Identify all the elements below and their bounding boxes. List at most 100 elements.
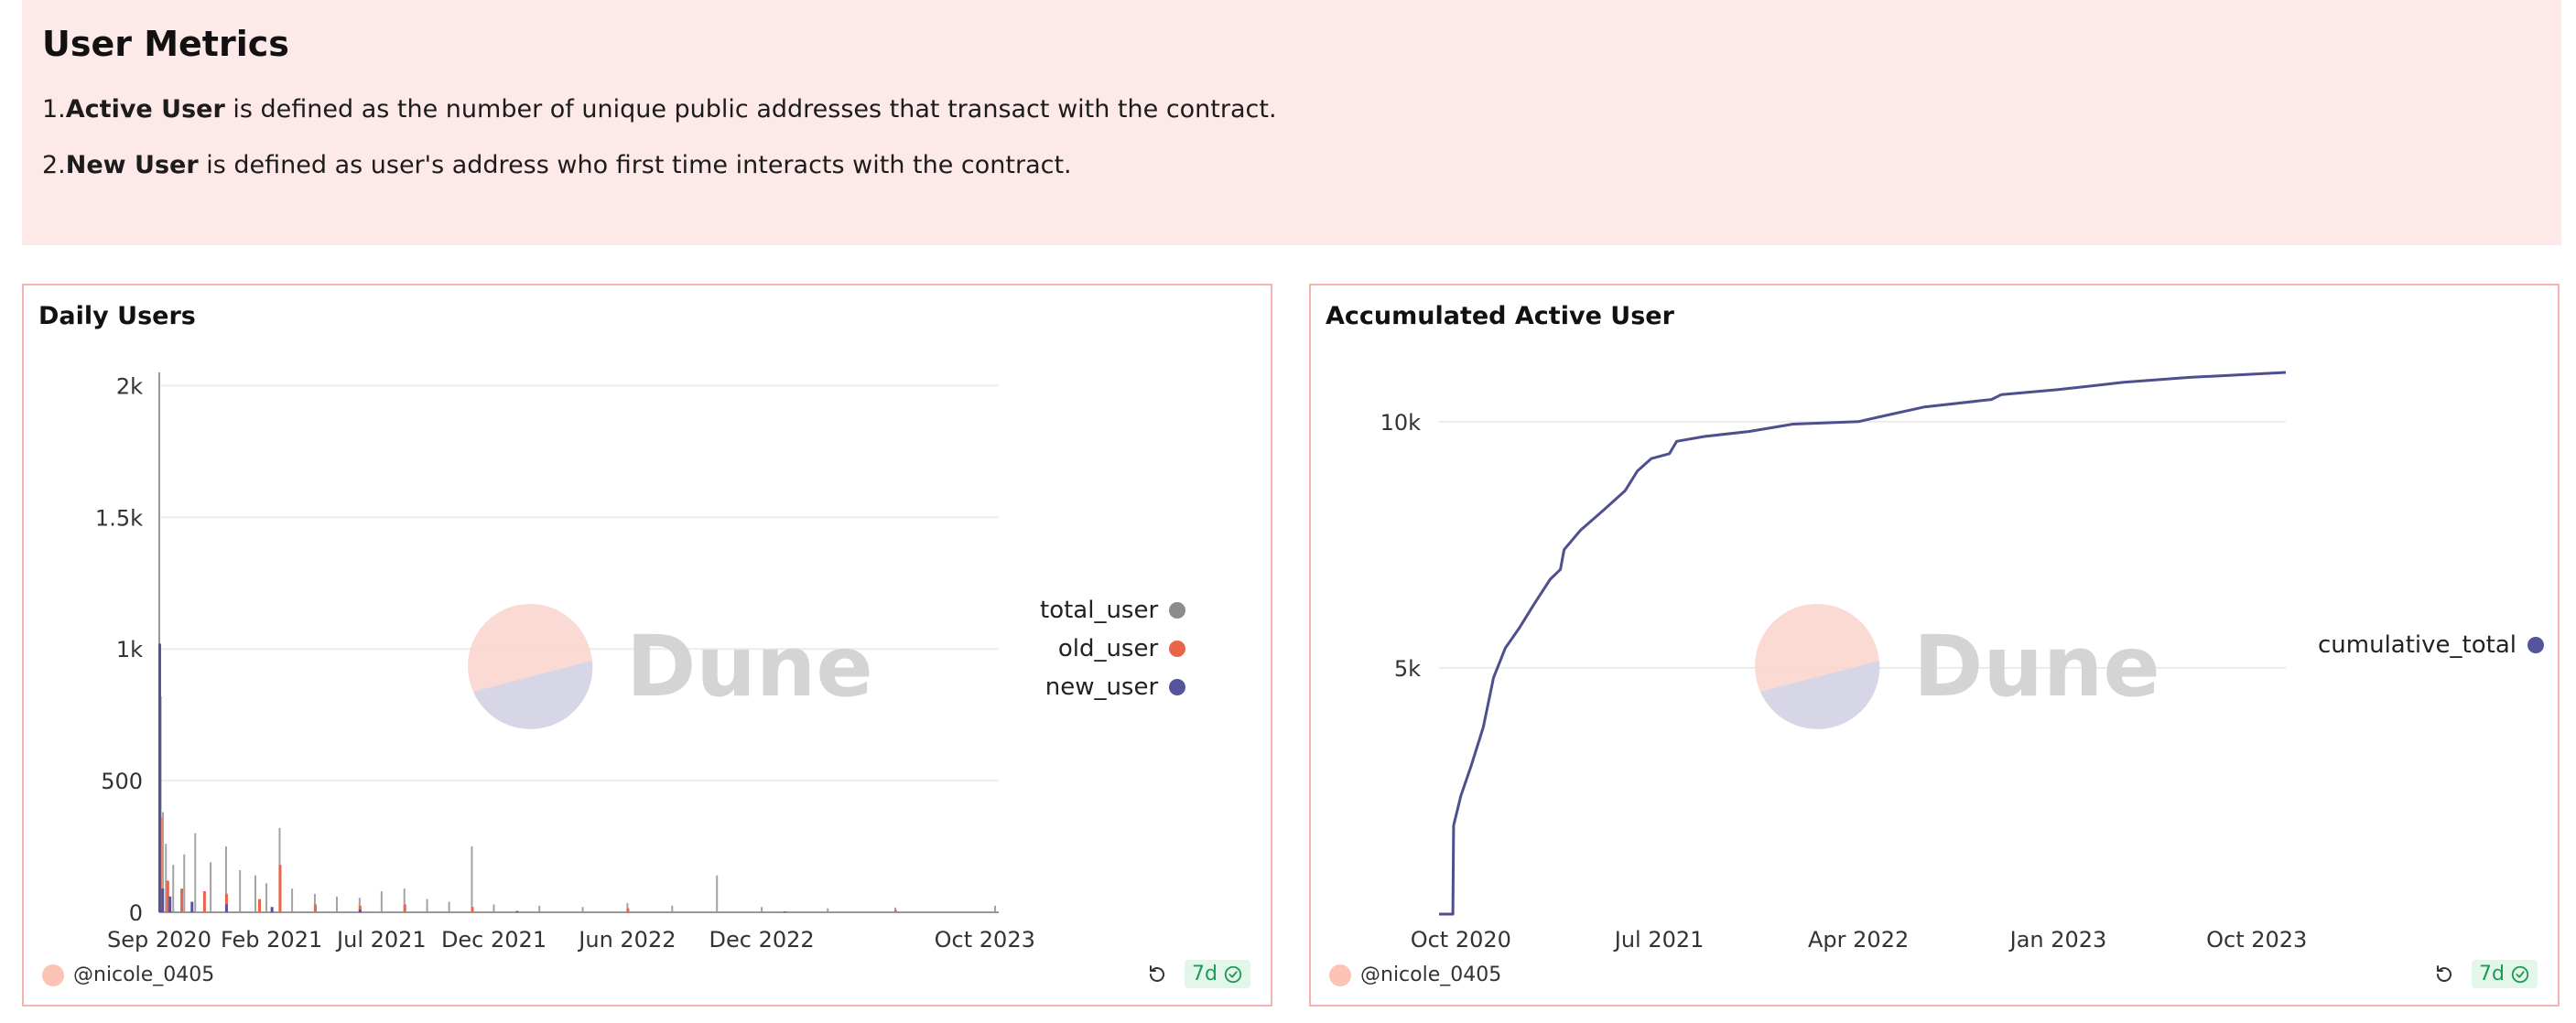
watermark-logo-bottom <box>1760 661 1880 729</box>
x-tick-label: Apr 2022 <box>1808 927 1909 953</box>
bar-total_user <box>224 846 227 912</box>
bar-total_user <box>239 869 242 912</box>
legend-item-new-user[interactable]: new_user <box>1045 673 1186 701</box>
bar-total_user <box>492 904 495 912</box>
bar-new_user <box>270 907 274 912</box>
bar-total_user <box>194 833 197 912</box>
watermark-text: Dune <box>1913 618 2160 716</box>
bar-total_user <box>380 890 383 912</box>
bar-total_user <box>291 888 294 912</box>
refresh-schedule-badge[interactable]: 7d <box>2472 960 2538 988</box>
y-tick-label: 5k <box>1394 656 1421 682</box>
x-tick-label: Jul 2021 <box>335 927 427 953</box>
daily-users-chart: 0 500 1k 1.5k 2k Dune Sep 2020 Feb 2021 Jul 2021… <box>95 372 1035 953</box>
dune-watermark: Dune <box>1755 604 2160 729</box>
card-footer-controls: 7d <box>2433 960 2538 988</box>
bar-old_user <box>278 865 282 912</box>
watermark-text: Dune <box>626 618 873 716</box>
bar-total_user <box>581 907 584 912</box>
author-link[interactable]: @nicole_0405 <box>1329 964 1501 986</box>
bar-new_user <box>783 911 786 913</box>
bar-new_user <box>515 910 519 912</box>
bar-total_user <box>471 846 473 912</box>
refresh-schedule-badge[interactable]: 7d <box>1185 960 1250 988</box>
bar-new_user <box>158 643 161 912</box>
bar-total_user <box>183 854 186 912</box>
y-tick-label: 1k <box>116 637 143 662</box>
x-tick-label: Dec 2021 <box>441 927 547 953</box>
bar-old_user <box>202 890 206 912</box>
series-old_user <box>158 817 897 912</box>
bar-new_user <box>161 888 165 912</box>
bar-total_user <box>993 905 996 912</box>
card-title[interactable]: Daily Users <box>38 302 196 330</box>
definition-new-user: 2.New User is defined as user's address … <box>42 151 1072 179</box>
legend: cumulative_total <box>2318 631 2544 659</box>
bar-total_user <box>448 901 450 912</box>
bar-total_user <box>426 899 428 912</box>
watermark-logo-bottom <box>473 661 593 729</box>
dune-watermark: Dune <box>468 604 873 729</box>
legend: total_user old_user new_user <box>1040 597 1186 701</box>
author-name[interactable]: @nicole_0405 <box>1360 964 1502 986</box>
bar-total_user <box>671 905 674 912</box>
x-tick-label: Feb 2021 <box>221 927 322 953</box>
x-tick-label: Jan 2023 <box>2008 927 2107 953</box>
bar-new_user <box>224 904 228 912</box>
page-title: User Metrics <box>42 24 289 64</box>
legend-dot <box>1169 679 1186 695</box>
bar-old_user <box>626 908 630 912</box>
card-footer-controls: 7d <box>1146 960 1250 988</box>
bar-total_user <box>358 898 361 912</box>
legend-item-old-user[interactable]: old_user <box>1058 635 1186 662</box>
x-tick-label: Sep 2020 <box>107 927 211 953</box>
daily-users-card[interactable]: Daily Users 0 500 1k 1.5k 2k Dune Sep 2020 Feb … <box>22 284 1272 1007</box>
author-name[interactable]: @nicole_0405 <box>73 964 215 986</box>
x-tick-label: Jun 2022 <box>577 927 676 953</box>
bar-total_user <box>403 888 406 912</box>
x-tick-label: Oct 2020 <box>1411 927 1511 953</box>
x-tick-label: Oct 2023 <box>935 927 1035 953</box>
bar-total_user <box>210 862 212 912</box>
bar-total_user <box>165 844 168 912</box>
x-tick-label: Dec 2022 <box>709 927 815 953</box>
bar-old_user <box>180 888 184 912</box>
legend-dot <box>1169 641 1186 657</box>
refresh-icon[interactable] <box>1146 964 1168 985</box>
bar-new_user <box>358 910 362 912</box>
check-circle-icon <box>2511 965 2529 983</box>
y-tick-label: 10k <box>1380 410 1422 436</box>
series-cumulative_total <box>1439 371 2287 916</box>
bar-total_user <box>538 905 541 912</box>
bar-old_user <box>224 893 228 912</box>
legend-item-total-user[interactable]: total_user <box>1040 597 1186 624</box>
bar-total_user <box>716 875 719 912</box>
x-tick-label: Oct 2023 <box>2206 927 2307 953</box>
author-link[interactable]: @nicole_0405 <box>42 964 214 986</box>
y-tick-label: 0 <box>129 900 143 926</box>
check-circle-icon <box>1224 965 1242 983</box>
refresh-icon[interactable] <box>2433 964 2455 985</box>
bar-total_user <box>313 893 316 912</box>
bar-old_user <box>166 880 169 912</box>
bar-new_user <box>190 901 194 912</box>
bar-old_user <box>258 899 262 912</box>
bar-total_user <box>827 908 829 912</box>
card-title[interactable]: Accumulated Active User <box>1326 302 1674 330</box>
bar-old_user <box>313 904 317 912</box>
bar-total_user <box>761 907 763 912</box>
legend-dot <box>1169 602 1186 619</box>
bar-total_user <box>626 902 629 912</box>
y-tick-label: 1.5k <box>95 505 143 531</box>
legend-item-cumulative-total[interactable]: cumulative_total <box>2318 631 2544 659</box>
accumulated-users-card[interactable]: Accumulated Active User 5k 10k Dune Oct 202… <box>1309 284 2560 1007</box>
bar-total_user <box>265 883 268 912</box>
bar-old_user <box>893 910 897 912</box>
bar-total_user <box>158 372 160 912</box>
series-new_user <box>158 643 786 913</box>
bar-total_user <box>893 907 896 912</box>
bar-old_user <box>358 905 362 912</box>
bar-old_user <box>403 904 406 912</box>
x-tick-label: Jul 2021 <box>1613 927 1705 953</box>
accumulated-users-chart: 5k 10k Dune Oct 2020 Jul 2021 Apr 2022 Jan 202… <box>1380 371 2307 953</box>
